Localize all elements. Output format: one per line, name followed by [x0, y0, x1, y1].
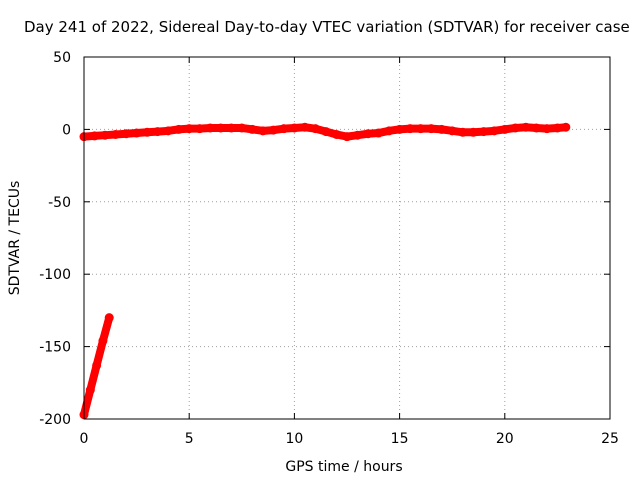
y-tick-label: -200 [39, 412, 71, 428]
data-point [90, 131, 100, 141]
x-tick-label: 0 [80, 431, 89, 447]
data-point [489, 126, 499, 136]
data-point [500, 124, 510, 134]
data-point [437, 124, 447, 134]
x-tick-label: 20 [496, 431, 514, 447]
data-point [321, 127, 331, 137]
y-tick-label: -100 [39, 267, 71, 283]
data-point [104, 313, 114, 323]
data-point [226, 123, 236, 133]
chart-title: Day 241 of 2022, Sidereal Day-to-day VTE… [24, 18, 630, 36]
data-point [384, 126, 394, 136]
data-point [92, 360, 102, 370]
data-point [279, 124, 289, 134]
data-point [531, 123, 541, 133]
data-point [237, 123, 247, 133]
data-point [552, 123, 562, 133]
data-point [153, 127, 163, 137]
data-point [195, 124, 205, 134]
data-point [405, 124, 415, 134]
data-point [310, 124, 320, 134]
data-point [542, 124, 552, 134]
data-point [426, 124, 436, 134]
data-point [163, 126, 173, 136]
data-point [268, 125, 278, 135]
data-point [300, 122, 310, 132]
data-point [416, 124, 426, 134]
data-point [132, 128, 142, 138]
x-tick-label: 5 [185, 431, 194, 447]
data-point [258, 126, 268, 136]
y-tick-label: -150 [39, 340, 71, 356]
data-point [353, 130, 363, 140]
data-point [458, 127, 468, 137]
data-point [468, 127, 478, 137]
data-series [79, 122, 571, 420]
data-point [374, 128, 384, 138]
data-point [216, 123, 226, 133]
data-point [561, 122, 571, 132]
data-point [111, 129, 121, 139]
data-point [247, 124, 257, 134]
data-point [521, 122, 531, 132]
plot-frame [83, 56, 611, 420]
y-tick-label: 50 [53, 50, 71, 66]
y-axis-label: SDTVAR / TECUs [7, 181, 23, 296]
axis-ticks: 0 5 10 15 20 25 -200 -150 -100 -50 0 50 [39, 50, 619, 447]
data-point [205, 123, 215, 133]
y-tick-label: -50 [48, 195, 71, 211]
data-point [395, 124, 405, 134]
y-tick-label: 0 [62, 122, 71, 138]
data-point [447, 126, 457, 136]
data-point [479, 127, 489, 137]
grid-lines [84, 57, 610, 419]
data-point [85, 385, 95, 395]
x-axis-label: GPS time / hours [285, 459, 402, 475]
x-tick-label: 15 [391, 431, 409, 447]
data-point [100, 130, 110, 140]
data-point [121, 129, 131, 139]
data-point [142, 127, 152, 137]
data-point [98, 336, 108, 346]
data-point [342, 132, 352, 142]
data-point [289, 123, 299, 133]
data-point [174, 124, 184, 134]
x-tick-label: 10 [285, 431, 303, 447]
data-point [331, 129, 341, 139]
x-tick-label: 25 [601, 431, 619, 447]
data-point [184, 124, 194, 134]
data-point [363, 129, 373, 139]
data-point [510, 123, 520, 133]
